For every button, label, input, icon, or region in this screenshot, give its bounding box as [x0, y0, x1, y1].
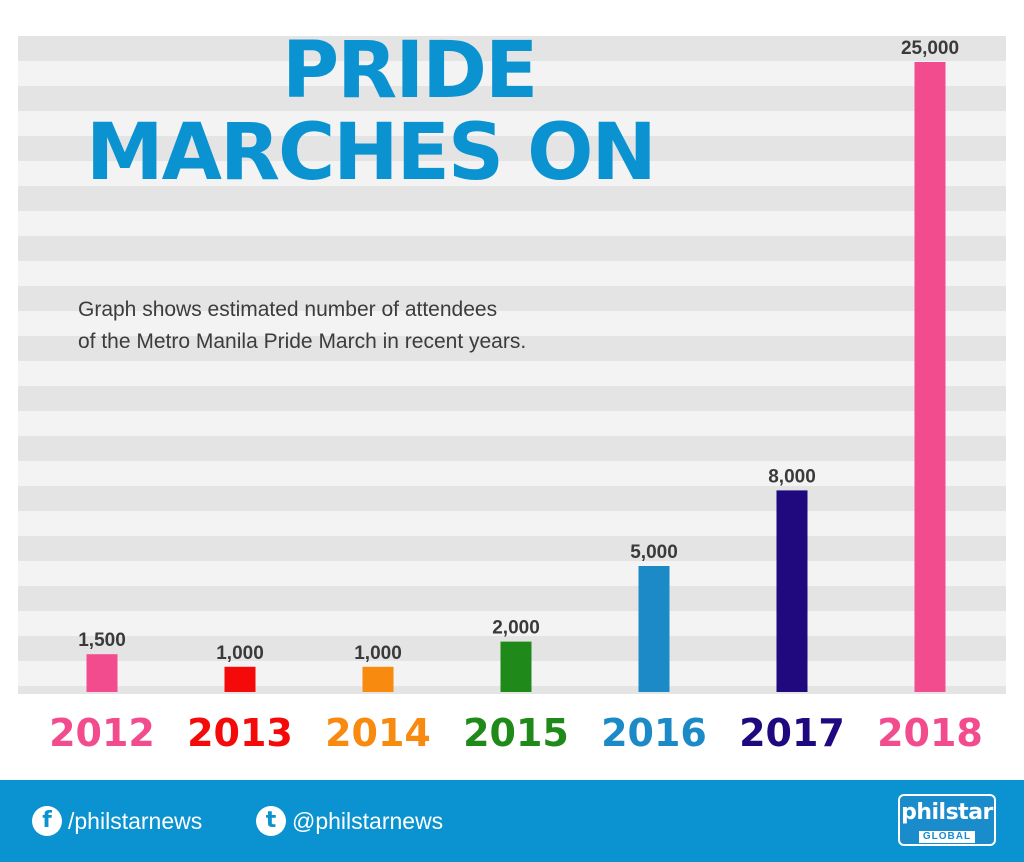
chart-subtitle: Graph shows estimated number of attendee… — [78, 294, 638, 358]
subtitle-line-1: Graph shows estimated number of attendee… — [78, 298, 498, 321]
chart-background — [18, 36, 1006, 694]
chart-title: PRIDE MARCHES ON — [86, 26, 657, 198]
year-label-2015: 2015 — [463, 711, 569, 755]
title-line-2: MARCHES ON — [86, 108, 657, 198]
logo-sub-text: GLOBAL — [918, 831, 976, 843]
facebook-icon: f — [32, 806, 62, 836]
facebook-link[interactable]: f /philstarnews — [32, 805, 202, 837]
year-label-2016: 2016 — [601, 711, 707, 755]
year-label-2012: 2012 — [49, 711, 155, 755]
twitter-link[interactable]: t @philstarnews — [256, 805, 443, 837]
subtitle-line-2: of the Metro Manila Pride March in recen… — [78, 330, 527, 353]
year-label-2017: 2017 — [739, 711, 845, 755]
twitter-icon: t — [256, 806, 286, 836]
twitter-handle: @philstarnews — [292, 807, 444, 834]
year-label-2018: 2018 — [877, 711, 983, 755]
title-line-1: PRIDE — [282, 26, 538, 116]
facebook-handle: /philstarnews — [68, 807, 203, 834]
logo-main-text: philstar — [901, 800, 993, 825]
philstar-logo: philstar GLOBAL — [898, 794, 996, 846]
year-label-2014: 2014 — [325, 711, 431, 755]
year-label-2013: 2013 — [187, 711, 293, 755]
footer-bar: f /philstarnews t @philstarnews philstar… — [0, 780, 1024, 862]
